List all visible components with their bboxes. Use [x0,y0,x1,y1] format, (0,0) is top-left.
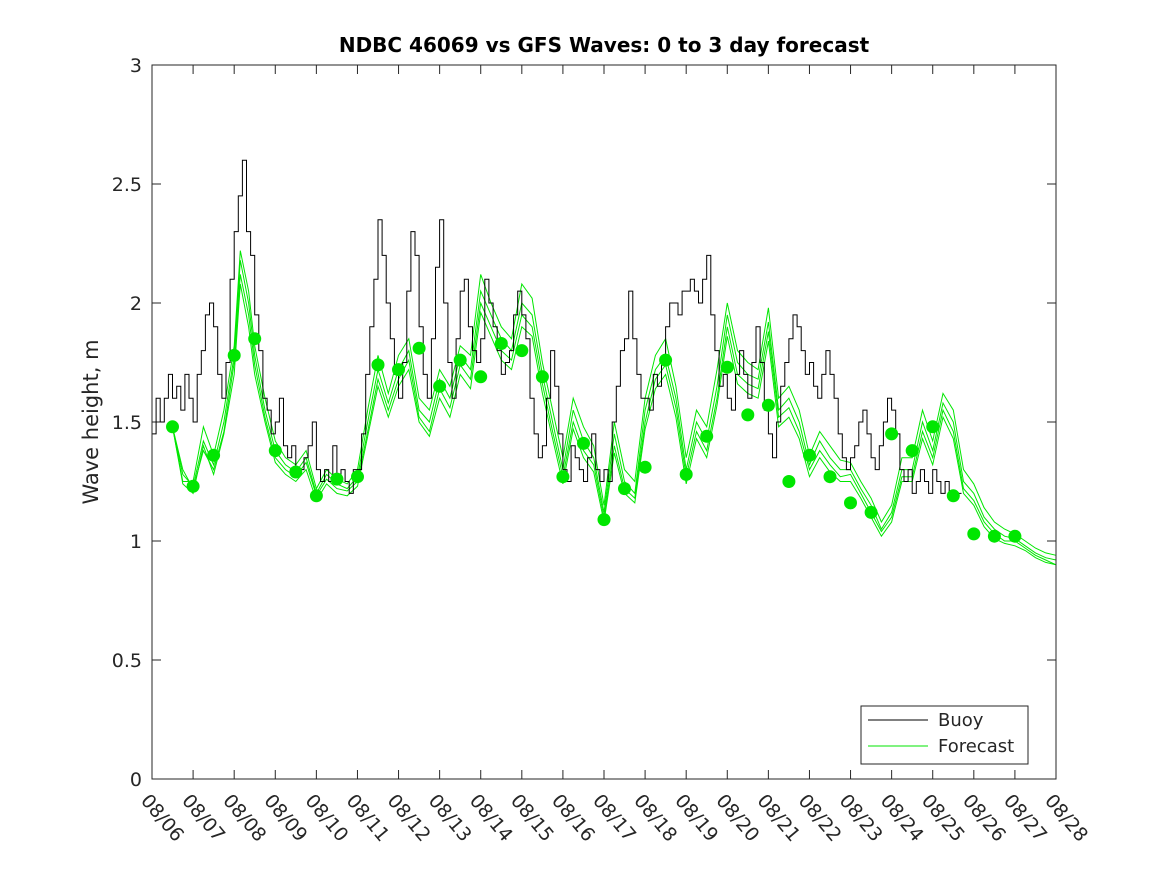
forecast-marker [1008,529,1022,543]
x-tick-label: 08/28 [1040,790,1092,846]
forecast-marker [638,460,652,474]
forecast-marker [700,429,714,443]
forecast-marker [268,444,282,458]
forecast-marker [782,475,796,488]
y-tick-label: 3 [130,55,142,77]
forecast-line [172,250,1057,556]
forecast-marker [248,332,262,346]
forecast-line [172,260,1057,561]
legend-buoy-label: Buoy [938,710,984,731]
x-tick-label: 08/19 [670,790,722,846]
forecast-marker [392,363,405,377]
x-tick-label: 08/22 [794,790,846,846]
x-tick-label: 08/23 [835,790,887,846]
chart-title: NDBC 46069 vs GFS Waves: 0 to 3 day fore… [339,33,870,57]
x-tick-label: 08/15 [506,790,558,846]
plot-frame [151,64,1057,780]
forecast-marker [946,489,960,503]
legend: Buoy Forecast [860,705,1029,765]
forecast-marker [453,353,467,367]
forecast-marker [844,496,857,510]
x-tick-label: 08/07 [177,790,229,846]
buoy-line-group [152,159,962,494]
x-tick-label: 08/26 [958,790,1010,846]
x-tick-label: 08/21 [753,790,805,846]
forecast-marker [803,448,816,462]
forecast-marker [823,470,837,484]
forecast-marker [371,358,385,372]
x-tick-label: 08/25 [917,790,969,846]
legend-box [860,705,1029,765]
forecast-marker [474,370,488,384]
forecast-marker [885,427,899,441]
forecast-marker [166,420,179,434]
x-tick-label: 08/11 [342,790,394,846]
x-tick-label: 08/20 [711,790,763,846]
x-tick-label: 08/18 [629,790,681,846]
forecast-marker [309,489,323,503]
y-tick-label: 2 [130,293,142,315]
forecast-marker [618,482,631,496]
x-tick-label: 08/27 [999,790,1051,846]
x-tick-label: 08/10 [301,790,353,846]
forecast-marker [186,479,200,493]
x-tick-labels: 08/0608/0708/0808/0908/1008/1108/1208/13… [136,790,1092,846]
x-tick-label: 08/14 [465,790,517,846]
forecast-markers [166,332,1022,543]
x-tick-label: 08/16 [547,790,599,846]
y-tick-labels: 0 0.5 1 1.5 2 2.5 3 [112,55,142,791]
forecast-marker [864,505,878,519]
forecast-marker [515,344,529,358]
forecast-marker [679,467,693,481]
y-tick-label: 1.5 [112,412,142,434]
forecast-marker [351,470,364,484]
axis-ticks [151,64,1057,780]
forecast-marker [761,398,775,412]
forecast-marker [330,472,344,486]
forecast-marker [741,408,755,422]
y-tick-label: 0.5 [112,650,142,672]
forecast-marker [207,448,221,462]
forecast-marker [967,527,981,541]
forecast-marker [535,370,549,384]
forecast-marker [412,341,426,355]
y-axis-label: Wave height, m [79,339,103,504]
x-tick-label: 08/09 [259,790,311,846]
legend-forecast-label: Forecast [938,736,1014,757]
forecast-marker [494,337,508,350]
forecast-marker [905,444,919,458]
y-tick-label: 2.5 [112,174,142,196]
forecast-marker [987,529,1001,543]
forecast-marker [556,470,570,484]
x-tick-label: 08/06 [136,790,188,846]
y-tick-label: 1 [130,531,142,553]
x-tick-label: 08/17 [588,790,640,846]
forecast-marker [289,465,303,479]
x-tick-label: 08/24 [876,790,928,846]
x-tick-label: 08/08 [218,790,270,846]
forecast-marker [659,353,673,367]
forecast-marker [577,436,590,450]
y-tick-label: 0 [130,769,142,791]
plot-area [152,65,1056,779]
forecast-marker [433,379,447,393]
x-tick-label: 08/12 [383,790,435,846]
buoy-line [152,159,962,494]
forecast-marker [227,348,241,362]
forecast-marker [926,420,940,434]
x-tick-label: 08/13 [424,790,476,846]
forecast-marker [720,360,734,374]
forecast-marker [597,513,611,527]
